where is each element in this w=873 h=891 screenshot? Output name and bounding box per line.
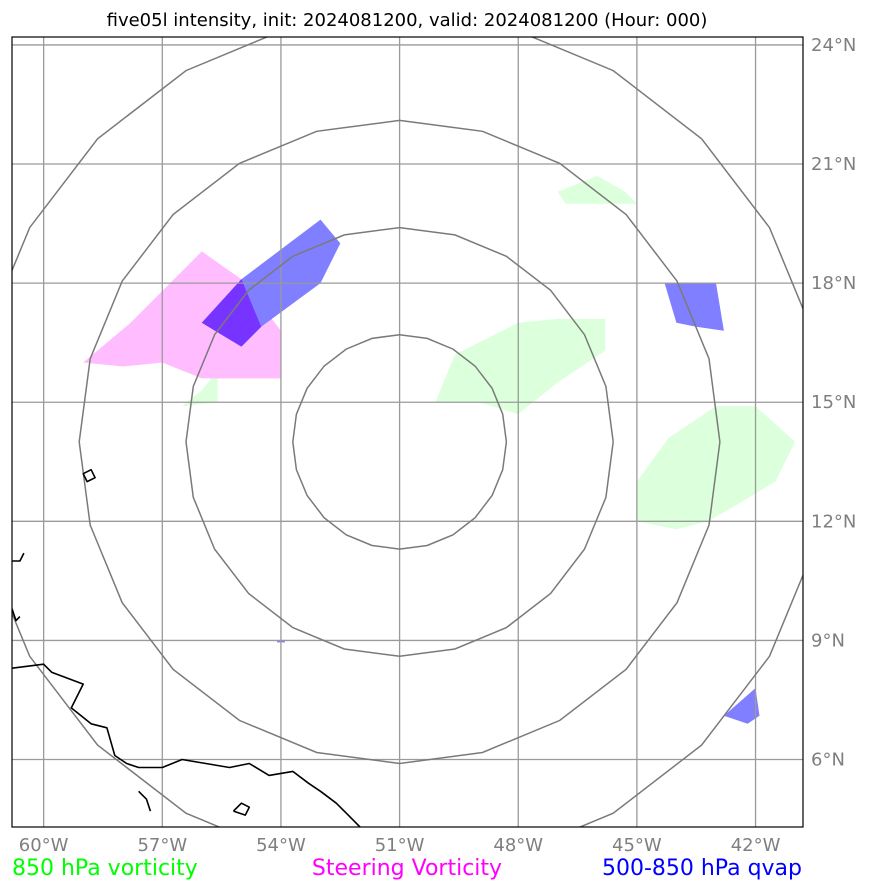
lon-tick-label: 42°W: [731, 835, 781, 856]
qvap-region-2: [723, 688, 760, 724]
lat-tick-label: 24°N: [811, 35, 856, 56]
coastlines: [12, 468, 361, 827]
legend: 850 hPa vorticity Steering Vorticity 500…: [12, 856, 802, 881]
lat-tick-label: 21°N: [811, 154, 856, 175]
qvap-region-1: [664, 283, 724, 331]
island-0: [82, 468, 96, 483]
map-frame: [11, 36, 804, 828]
lat-tick-label: 18°N: [811, 273, 856, 294]
lat-tick-label: 9°N: [811, 630, 845, 651]
lon-tick-label: 60°W: [19, 835, 69, 856]
lon-tick-label: 54°W: [256, 835, 306, 856]
coastline-3: [138, 790, 152, 812]
range-rings: [12, 37, 803, 827]
graticule: [12, 37, 803, 827]
legend-steering: Steering Vorticity: [312, 856, 502, 881]
figure-title: five05l intensity, init: 2024081200, val…: [107, 10, 708, 31]
lat-tick-label: 12°N: [811, 511, 856, 532]
vort850-region-2: [182, 370, 218, 407]
lon-tick-label: 57°W: [137, 835, 187, 856]
vort850-region-3: [636, 406, 796, 550]
lat-tick-label: 6°N: [811, 750, 845, 771]
range-ring-0: [292, 333, 508, 550]
lon-tick-labels: 60°W 57°W 54°W 51°W 48°W 45°W 42°W: [19, 835, 781, 856]
legend-qvap: 500-850 hPa qvap: [602, 856, 802, 881]
vort850-region-1: [435, 318, 606, 415]
range-ring-1: [185, 226, 614, 658]
range-ring-2: [78, 119, 721, 765]
map-panel: [12, 37, 803, 827]
coastline-2: [12, 608, 21, 622]
lat-tick-label: 15°N: [811, 392, 856, 413]
lat-tick-labels: 24°N 21°N 18°N 15°N 12°N 9°N 6°N: [811, 35, 856, 771]
lon-tick-label: 48°W: [493, 835, 543, 856]
lon-tick-label: 45°W: [612, 835, 662, 856]
coastline-4: [232, 802, 251, 816]
coastline-0: [12, 663, 361, 827]
coastline-1: [12, 552, 25, 562]
lon-tick-label: 51°W: [375, 835, 425, 856]
legend-vort850: 850 hPa vorticity: [12, 856, 198, 881]
range-ring-3: [12, 37, 803, 827]
vort850-region-0: [557, 175, 637, 204]
